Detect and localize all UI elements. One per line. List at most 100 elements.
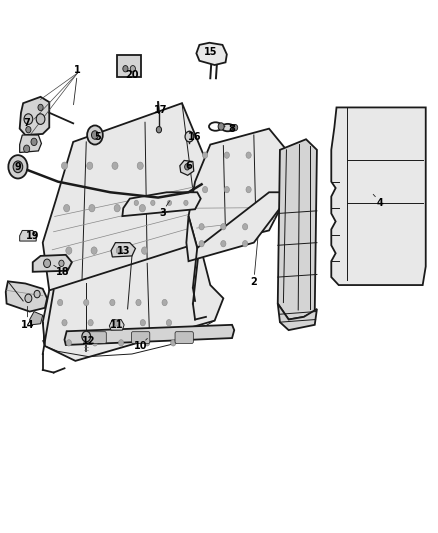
- Circle shape: [185, 164, 190, 170]
- Circle shape: [139, 205, 145, 212]
- Circle shape: [34, 290, 40, 298]
- Circle shape: [118, 340, 124, 346]
- Circle shape: [114, 205, 120, 212]
- Circle shape: [218, 123, 224, 130]
- Circle shape: [123, 66, 128, 72]
- Circle shape: [25, 294, 32, 303]
- Polygon shape: [20, 230, 36, 241]
- Polygon shape: [122, 192, 201, 216]
- Polygon shape: [278, 304, 317, 330]
- Circle shape: [137, 162, 143, 169]
- Circle shape: [13, 161, 23, 173]
- Polygon shape: [110, 319, 124, 330]
- Circle shape: [88, 319, 93, 326]
- Circle shape: [130, 66, 135, 72]
- Circle shape: [92, 340, 98, 346]
- Circle shape: [202, 152, 208, 158]
- Polygon shape: [331, 108, 426, 285]
- Circle shape: [66, 247, 72, 254]
- Circle shape: [162, 300, 167, 306]
- FancyBboxPatch shape: [131, 332, 150, 343]
- Circle shape: [233, 124, 238, 131]
- Polygon shape: [196, 43, 227, 65]
- Circle shape: [151, 200, 155, 206]
- Circle shape: [145, 340, 150, 346]
- Circle shape: [26, 126, 31, 133]
- Text: 13: 13: [117, 246, 130, 256]
- Circle shape: [44, 259, 50, 268]
- Text: 4: 4: [377, 198, 383, 208]
- Circle shape: [24, 114, 33, 124]
- Circle shape: [184, 200, 188, 206]
- Polygon shape: [43, 103, 210, 290]
- Circle shape: [59, 260, 64, 266]
- Circle shape: [221, 240, 226, 247]
- Circle shape: [156, 126, 162, 133]
- Circle shape: [64, 205, 70, 212]
- Polygon shape: [186, 192, 280, 261]
- Text: 6: 6: [185, 161, 192, 171]
- Text: 8: 8: [229, 124, 236, 134]
- Circle shape: [199, 223, 204, 230]
- Circle shape: [66, 340, 71, 346]
- Circle shape: [36, 114, 45, 124]
- Circle shape: [134, 200, 138, 206]
- Polygon shape: [43, 243, 223, 361]
- Text: 11: 11: [110, 320, 124, 330]
- Circle shape: [141, 247, 148, 254]
- Text: 17: 17: [153, 105, 167, 115]
- Polygon shape: [6, 281, 47, 312]
- Circle shape: [38, 104, 43, 111]
- Circle shape: [185, 131, 194, 142]
- Text: 10: 10: [134, 341, 148, 351]
- Polygon shape: [20, 135, 42, 152]
- Text: 15: 15: [204, 47, 217, 56]
- Polygon shape: [111, 243, 135, 257]
- Text: 19: 19: [26, 231, 39, 241]
- Polygon shape: [180, 160, 194, 175]
- Circle shape: [112, 162, 118, 169]
- Circle shape: [171, 340, 176, 346]
- Text: 16: 16: [188, 132, 202, 142]
- FancyBboxPatch shape: [117, 55, 141, 77]
- Circle shape: [62, 319, 67, 326]
- Text: 14: 14: [21, 320, 34, 330]
- Text: 18: 18: [56, 267, 69, 277]
- Text: 12: 12: [81, 336, 95, 346]
- Circle shape: [87, 162, 93, 169]
- Circle shape: [24, 145, 30, 152]
- Circle shape: [110, 300, 115, 306]
- Circle shape: [92, 131, 99, 139]
- Circle shape: [87, 125, 103, 144]
- Circle shape: [140, 319, 145, 326]
- Circle shape: [224, 187, 230, 193]
- Text: 20: 20: [125, 70, 139, 79]
- Polygon shape: [30, 312, 43, 325]
- Circle shape: [84, 300, 89, 306]
- Polygon shape: [278, 139, 317, 319]
- Circle shape: [246, 152, 251, 158]
- FancyBboxPatch shape: [175, 332, 193, 343]
- Circle shape: [116, 247, 122, 254]
- Polygon shape: [20, 97, 49, 135]
- Ellipse shape: [222, 124, 234, 131]
- Circle shape: [199, 240, 204, 247]
- Text: 7: 7: [23, 118, 30, 128]
- Circle shape: [57, 300, 63, 306]
- Text: 5: 5: [94, 132, 100, 142]
- Circle shape: [82, 331, 91, 342]
- FancyBboxPatch shape: [88, 332, 106, 343]
- Circle shape: [136, 300, 141, 306]
- Polygon shape: [64, 325, 234, 345]
- Circle shape: [61, 162, 67, 169]
- Circle shape: [246, 187, 251, 193]
- Text: 3: 3: [159, 208, 166, 219]
- Circle shape: [91, 247, 97, 254]
- Circle shape: [89, 205, 95, 212]
- Polygon shape: [33, 255, 72, 272]
- Circle shape: [243, 240, 248, 247]
- Circle shape: [31, 138, 37, 146]
- Circle shape: [114, 319, 119, 326]
- Text: 9: 9: [14, 163, 21, 172]
- Polygon shape: [188, 128, 289, 248]
